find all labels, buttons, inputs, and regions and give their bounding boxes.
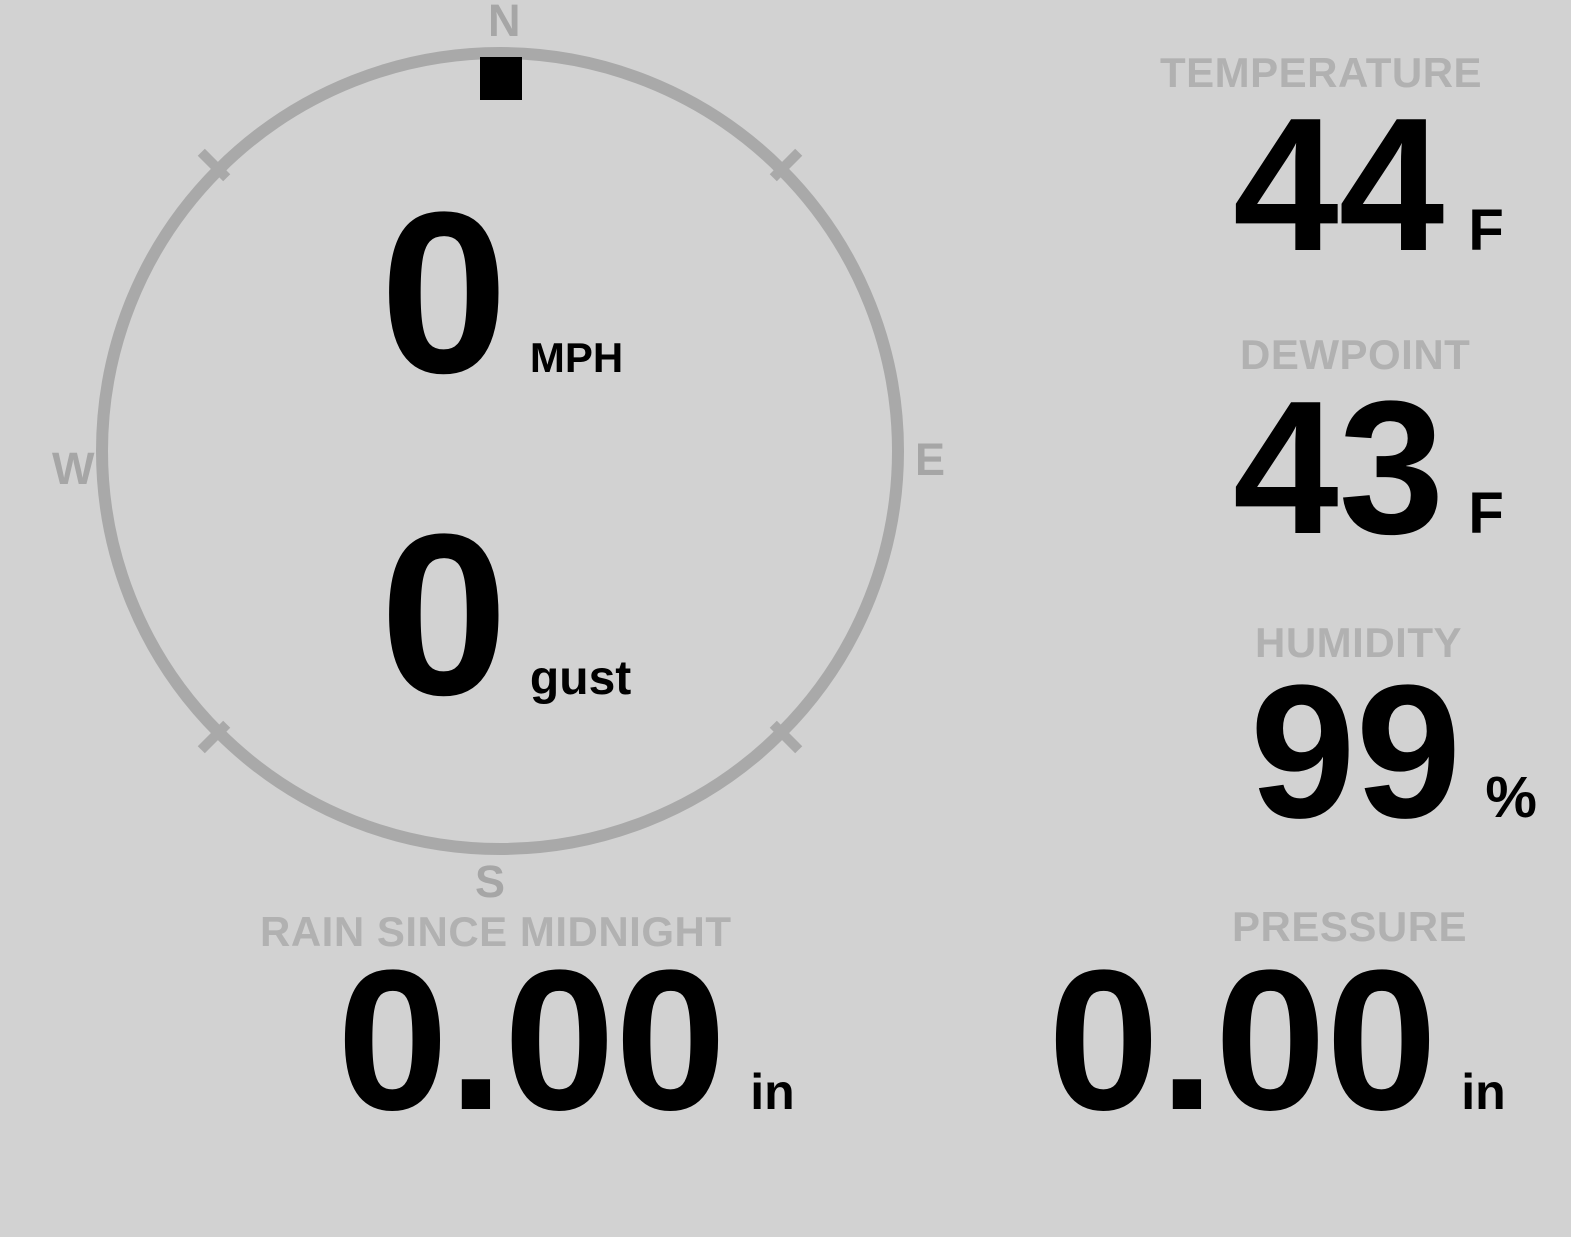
compass-label-north: N	[488, 0, 521, 46]
rain-since-midnight-value: 0.00	[337, 929, 727, 1152]
wind-speed-unit: MPH	[529, 334, 624, 381]
temperature-value: 44	[1233, 79, 1445, 291]
temperature-unit: F	[1468, 198, 1504, 263]
compass-label-south: S	[475, 856, 506, 907]
wind-gust-readout: 0 gust	[380, 500, 631, 730]
compass-label-east: E	[915, 434, 946, 485]
humidity-value: 99	[1250, 646, 1462, 858]
temperature-label: TEMPERATURE	[1160, 49, 1483, 96]
humidity-readout: 99 %	[1250, 657, 1537, 847]
pressure-unit: in	[1461, 1064, 1506, 1120]
dewpoint-label: DEWPOINT	[1240, 331, 1471, 378]
wind-speed-readout: 0 MPH	[380, 178, 623, 408]
temperature-readout: 44 F	[1233, 90, 1504, 280]
wind-speed-value: 0	[380, 164, 508, 421]
wind-gust-value: 0	[380, 486, 508, 743]
humidity-label: HUMIDITY	[1255, 619, 1462, 666]
wind-direction-marker	[480, 57, 522, 100]
pressure-readout: 0.00 in	[1048, 941, 1506, 1141]
rain-since-midnight-unit: in	[750, 1064, 795, 1120]
humidity-unit: %	[1485, 765, 1537, 830]
dewpoint-unit: F	[1468, 481, 1504, 546]
pressure-value: 0.00	[1048, 929, 1438, 1152]
dewpoint-value: 43	[1233, 362, 1445, 574]
dewpoint-readout: 43 F	[1233, 373, 1504, 563]
wind-gust-unit: gust	[529, 652, 632, 705]
pressure-label: PRESSURE	[1232, 903, 1468, 950]
rain-since-midnight-label: RAIN SINCE MIDNIGHT	[260, 908, 732, 955]
compass-label-west: W	[52, 443, 95, 494]
rain-since-midnight-readout: 0.00 in	[337, 941, 795, 1141]
